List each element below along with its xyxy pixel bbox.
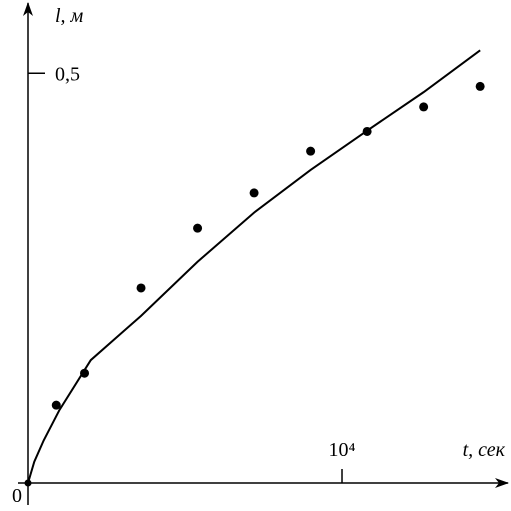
x-tick-label: 0 — [12, 485, 22, 507]
data-point — [136, 283, 146, 293]
data-point — [475, 81, 485, 91]
data-point — [306, 146, 316, 156]
fit-curve — [27, 49, 481, 484]
y-axis-label: l, м — [55, 5, 84, 27]
origin-dot — [24, 479, 32, 487]
x-tick-label: 10⁴ — [329, 439, 356, 461]
data-point — [193, 223, 203, 233]
y-tick-label: 0,5 — [55, 63, 80, 85]
data-point — [419, 102, 429, 112]
data-point — [51, 400, 61, 410]
data-point — [249, 188, 259, 198]
x-axis-label: t, сек — [463, 439, 506, 461]
